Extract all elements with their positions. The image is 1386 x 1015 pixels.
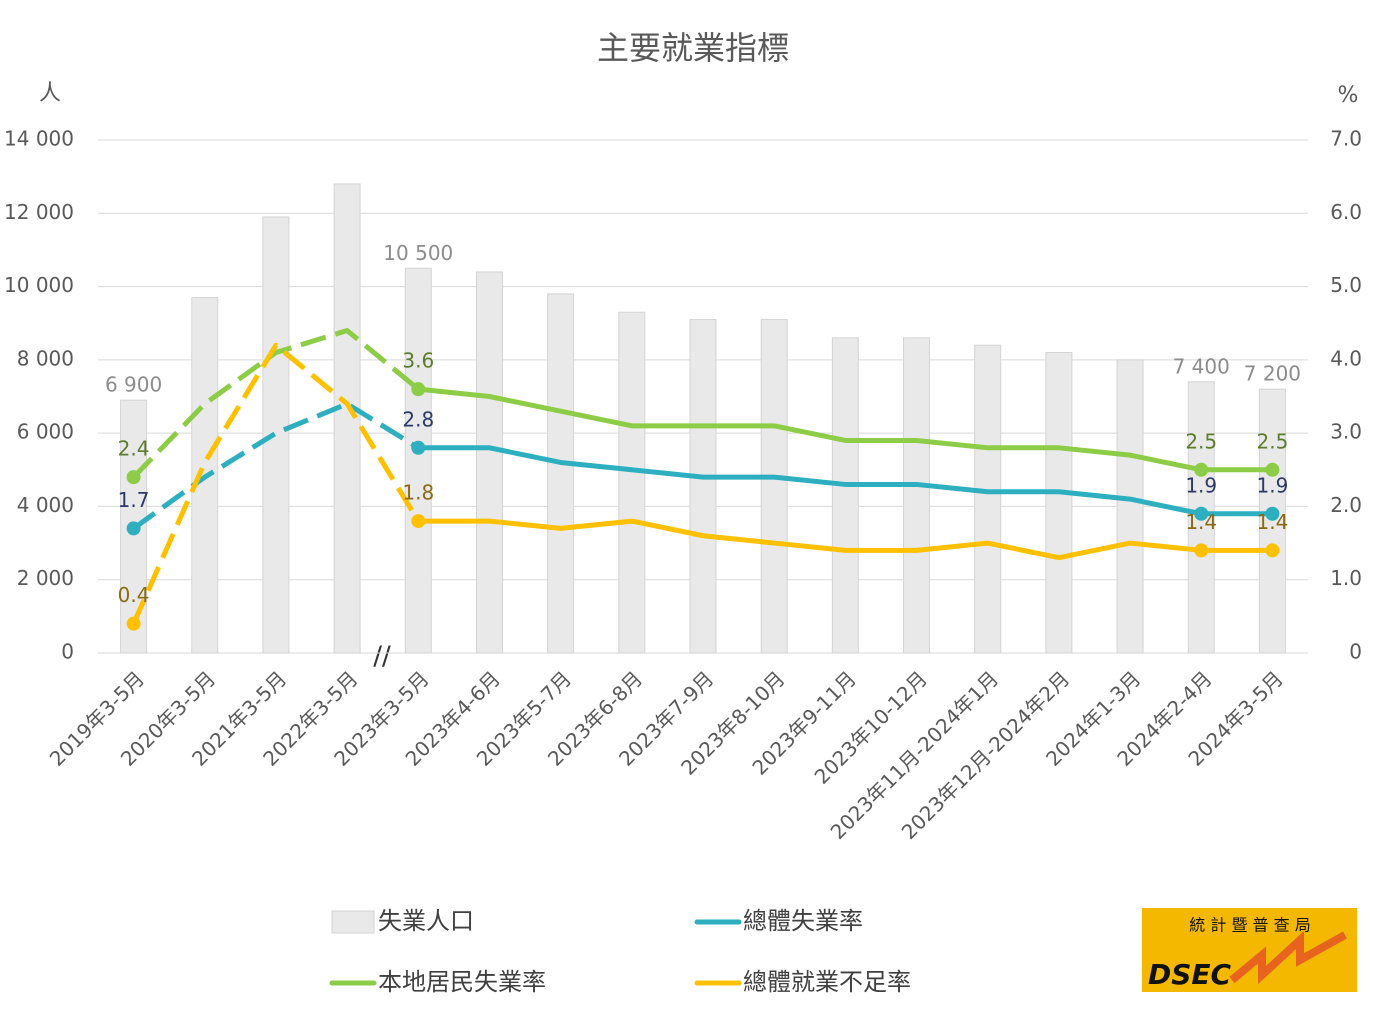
line-marker xyxy=(411,382,426,397)
bar xyxy=(689,319,717,654)
line xyxy=(131,328,420,479)
logo-name: 統 計 暨 普 查 局 xyxy=(1189,916,1310,935)
logo-abbr: DSEC xyxy=(1148,958,1232,991)
bar xyxy=(475,271,503,654)
line-value-label: 1.4 xyxy=(1185,510,1217,534)
bar xyxy=(262,216,290,654)
bar xyxy=(547,293,575,654)
legend-label: 總體失業率 xyxy=(743,907,863,935)
line-value-label: 2.5 xyxy=(1185,429,1217,453)
y2-tick-label: 5.0 xyxy=(1330,273,1362,297)
bar-value-label: 10 500 xyxy=(383,241,453,265)
legend-label: 總體就業不足率 xyxy=(743,968,911,996)
line-marker xyxy=(411,440,426,455)
y2-tick-label: 2.0 xyxy=(1330,493,1362,517)
line-value-label: 1.7 xyxy=(118,488,150,512)
line-marker xyxy=(126,521,141,536)
y-tick-label: 4 000 xyxy=(17,493,74,517)
line-value-label: 3.6 xyxy=(402,349,434,373)
line xyxy=(132,401,420,531)
bar xyxy=(404,267,432,654)
y-tick-label: 12 000 xyxy=(4,200,74,224)
line-marker xyxy=(1265,462,1280,477)
y2-tick-label: 0 xyxy=(1349,640,1362,664)
line-value-label: 2.4 xyxy=(118,437,150,461)
y-tick-label: 14 000 xyxy=(4,127,74,151)
line xyxy=(418,386,1273,473)
y2-tick-label: 1.0 xyxy=(1330,566,1362,590)
line-marker xyxy=(1265,543,1280,558)
chart-title: 主要就業指標 xyxy=(597,29,789,67)
line xyxy=(418,445,1273,517)
line-marker xyxy=(1194,462,1209,477)
y-tick-label: 6 000 xyxy=(17,420,74,444)
legend-label: 本地居民失業率 xyxy=(378,968,546,996)
bar-value-label: 7 400 xyxy=(1173,354,1230,378)
axis-break: // xyxy=(373,642,391,672)
bar-value-label: 6 900 xyxy=(105,373,162,397)
line-value-label: 1.9 xyxy=(1257,473,1289,497)
y2-tick-label: 6.0 xyxy=(1330,200,1362,224)
bar xyxy=(903,337,931,654)
y2-tick-label: 3.0 xyxy=(1330,420,1362,444)
bar xyxy=(333,183,361,654)
legend-label: 失業人口 xyxy=(378,907,474,935)
line xyxy=(418,518,1273,561)
bar xyxy=(760,319,788,654)
bar xyxy=(831,337,859,654)
bar xyxy=(1258,388,1286,654)
line xyxy=(131,342,421,625)
line-marker xyxy=(1194,506,1209,521)
line-value-label: 0.4 xyxy=(118,583,150,607)
line-value-label: 1.4 xyxy=(1257,510,1289,534)
y2-tick-label: 7.0 xyxy=(1330,127,1362,151)
y2-axis-label: % xyxy=(1338,83,1359,108)
y2-tick-label: 4.0 xyxy=(1330,346,1362,370)
y-tick-label: 10 000 xyxy=(4,273,74,297)
line-value-label: 1.8 xyxy=(402,481,434,505)
line-marker xyxy=(1265,506,1280,521)
y-axis-label: 人 xyxy=(39,81,61,106)
line-value-label: 2.8 xyxy=(402,407,434,431)
bar xyxy=(618,311,646,654)
logo-zigzag xyxy=(1229,930,1347,985)
line-value-label: 2.5 xyxy=(1257,429,1289,453)
logo: 統 計 暨 普 查 局 DSEC xyxy=(1142,908,1357,992)
y-tick-label: 2 000 xyxy=(17,566,74,590)
bar xyxy=(1045,352,1073,654)
bar xyxy=(974,344,1002,654)
line-marker xyxy=(411,514,426,529)
line-marker xyxy=(126,616,141,631)
y-tick-label: 0 xyxy=(61,640,74,664)
line-value-label: 1.9 xyxy=(1185,473,1217,497)
y-tick-label: 8 000 xyxy=(17,346,74,370)
line-marker xyxy=(126,470,141,485)
line-marker xyxy=(1194,543,1209,558)
bar xyxy=(1116,359,1144,654)
bar-value-label: 7 200 xyxy=(1244,362,1301,386)
legend-swatch xyxy=(331,910,375,934)
